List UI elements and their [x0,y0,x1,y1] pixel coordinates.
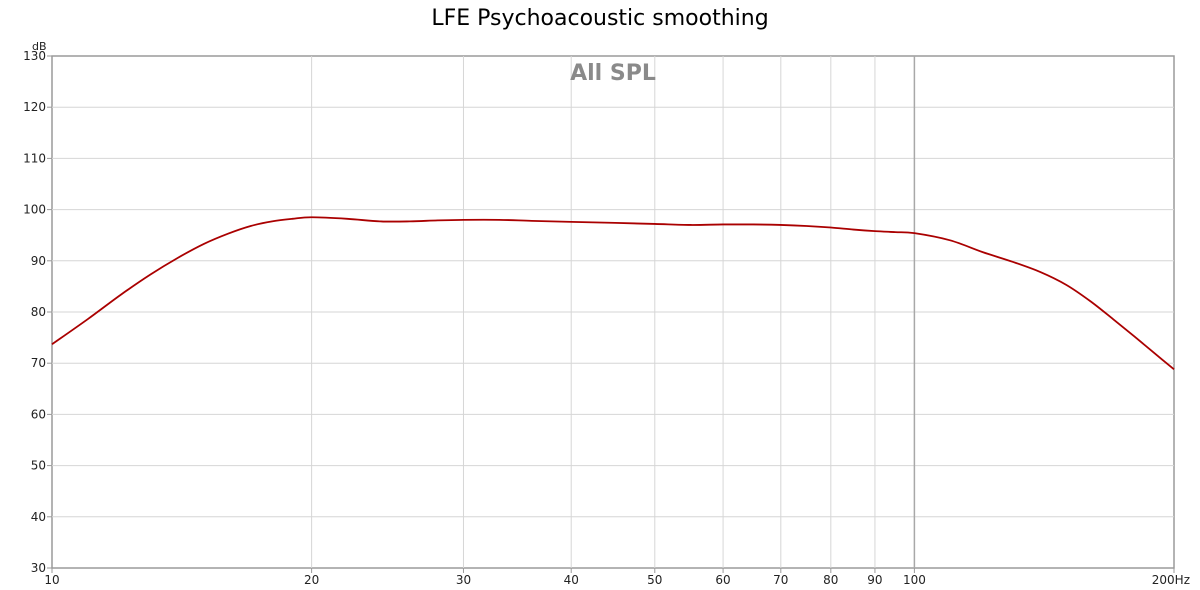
x-grid [51,56,1175,573]
x-tick-label: 200Hz [1152,573,1190,587]
chart-title: LFE Psychoacoustic smoothing [431,6,769,31]
x-tick-label: 40 [564,573,579,587]
y-tick-label: 90 [31,254,46,268]
y-tick-label: 30 [31,561,46,575]
y-tick-label: 130 [23,49,46,63]
x-tick-label: 70 [773,573,788,587]
x-tick-label: 30 [456,573,471,587]
x-tick-label: 100 [903,573,926,587]
x-tick-label: 90 [867,573,882,587]
x-tick-label: 50 [647,573,662,587]
y-grid [47,55,1174,569]
y-tick-label: 70 [31,356,46,370]
y-tick-label: 60 [31,407,46,421]
x-tick-label: 80 [823,573,838,587]
overlay-label: All SPL [570,61,656,86]
series-group [51,216,1175,371]
series-line [51,216,1175,371]
y-tick-labels: 30 40 50 60 70 80 90 100 110 120 130 [23,49,46,575]
y-tick-label: 50 [31,459,46,473]
y-tick-label: 40 [31,510,46,524]
x-tick-label: 20 [304,573,319,587]
y-tick-label: 100 [23,203,46,217]
x-tick-label: 60 [715,573,730,587]
y-tick-label: 120 [23,100,46,114]
y-tick-label: 110 [23,151,46,165]
x-tick-labels: 10 20 30 40 50 60 70 80 90 100 200Hz [44,573,1190,587]
y-tick-label: 80 [31,305,46,319]
x-tick-label: 10 [44,573,59,587]
y-unit-label: dB [32,40,47,53]
